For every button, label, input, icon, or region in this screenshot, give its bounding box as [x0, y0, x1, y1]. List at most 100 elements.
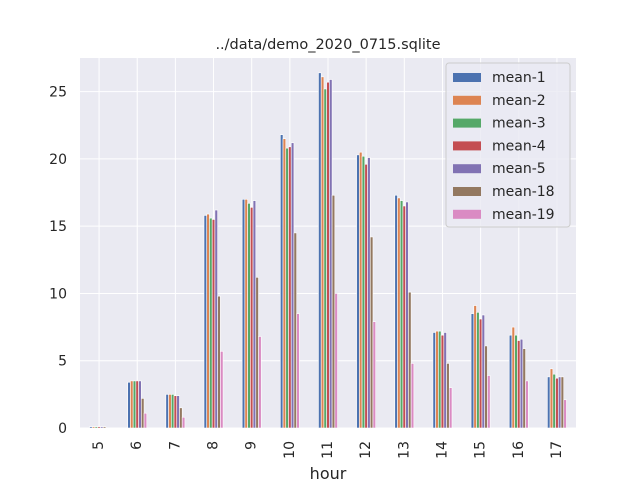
- x-tick-label: 13: [396, 441, 412, 459]
- bar-mean-18-12: [369, 236, 374, 429]
- bar-mean-5-15: [481, 314, 486, 429]
- bar-mean-4-17: [555, 377, 559, 429]
- bar-mean-1-11: [318, 72, 322, 429]
- bar-mean-18-7: [179, 407, 183, 429]
- bar-mean-19-14: [448, 387, 453, 429]
- bar-mean-19-6: [143, 412, 148, 429]
- bar-mean-3-17: [552, 373, 556, 429]
- x-tick-label: 9: [244, 441, 260, 450]
- chart-title: ../data/demo_2020_0715.sqlite: [215, 37, 440, 53]
- legend-swatch-mean-5: [453, 164, 481, 174]
- bar-mean-5-13: [405, 201, 409, 429]
- bar-mean-18-15: [484, 345, 488, 429]
- bar-mean-1-9: [241, 198, 246, 429]
- y-tick-labels: 0 5 10 15 20 25: [49, 85, 67, 437]
- bar-mean-3-15: [476, 311, 480, 429]
- bar-mean-2-13: [397, 197, 401, 429]
- x-tick-label: 15: [473, 441, 489, 459]
- bar-mean-19-8: [220, 351, 224, 429]
- y-tick-label: 5: [58, 354, 67, 370]
- bar-mean-1-16: [508, 334, 513, 429]
- bar-mean-2-5: [91, 426, 96, 429]
- legend-swatch-mean-1: [453, 73, 481, 82]
- legend-label-mean-5: mean-5: [492, 161, 546, 177]
- bar-mean-19-9: [258, 336, 262, 429]
- bar-mean-5-7: [176, 395, 180, 429]
- bar-mean-4-14: [440, 334, 445, 429]
- x-tick-label: 17: [549, 441, 565, 459]
- y-tick-label: 0: [58, 421, 67, 437]
- bar-mean-4-12: [364, 163, 368, 429]
- y-tick-label: 20: [49, 152, 67, 168]
- bar-mean-2-8: [206, 213, 210, 429]
- bar-mean-2-7: [168, 394, 172, 429]
- legend-swatch-mean-19: [453, 209, 481, 219]
- bar-mean-2-10: [282, 138, 287, 429]
- bar-mean-2-15: [473, 305, 477, 429]
- legend: mean-1 mean-2 mean-3 mean-4 mean-5 mean-18 mea…: [445, 62, 571, 228]
- x-tick-label: 12: [358, 441, 374, 459]
- bar-mean-2-16: [511, 326, 515, 429]
- bar-mean-3-16: [514, 334, 518, 429]
- bar-mean-19-11: [334, 293, 338, 429]
- bar-mean-4-13: [402, 205, 406, 429]
- bar-mean-18-17: [560, 376, 565, 429]
- bar-mean-5-14: [443, 332, 447, 429]
- bar-mean-1-14: [432, 332, 436, 429]
- bar-mean-3-10: [285, 147, 289, 429]
- bar-mean-5-5: [100, 426, 104, 429]
- bar-mean-1-8: [203, 215, 208, 429]
- x-tick-label: 11: [320, 441, 336, 459]
- bar-mean-3-7: [170, 394, 175, 429]
- bar-mean-3-9: [247, 203, 251, 429]
- bar-mean-2-9: [244, 198, 248, 429]
- bar-mean-1-7: [165, 394, 169, 429]
- bar-mean-5-12: [367, 157, 371, 429]
- bar-mean-18-11: [331, 194, 336, 429]
- bar-mean-19-16: [525, 380, 529, 429]
- x-tick-label: 8: [206, 441, 222, 450]
- legend-label-mean-2: mean-2: [492, 93, 546, 109]
- bar-mean-5-9: [252, 200, 257, 429]
- x-tick-label: 16: [511, 441, 527, 459]
- bar-mean-2-12: [359, 151, 363, 429]
- x-tick-label: 7: [167, 441, 183, 450]
- legend-swatch-mean-2: [453, 95, 481, 105]
- legend-label-mean-18: mean-18: [492, 184, 555, 200]
- bar-mean-18-13: [408, 291, 412, 429]
- bar-mean-19-17: [563, 399, 567, 429]
- bar-mean-18-14: [446, 363, 450, 429]
- bar-mean-3-11: [323, 88, 327, 429]
- bar-mean-3-12: [361, 155, 366, 429]
- bar-mean-3-13: [399, 200, 404, 429]
- bar-mean-18-8: [217, 295, 221, 429]
- bar-mean-2-17: [549, 368, 554, 429]
- bar-mean-3-8: [209, 217, 213, 429]
- bar-mean-18-16: [522, 348, 526, 429]
- x-tick-labels: 5 6 7 8 9 10 11 12 13 14 15 16 17: [91, 441, 565, 459]
- legend-label-mean-19: mean-19: [492, 207, 555, 223]
- bar-mean-19-10: [296, 313, 300, 429]
- bar-mean-2-11: [320, 76, 325, 429]
- y-tick-label: 15: [49, 219, 67, 235]
- bar-mean-1-17: [547, 376, 551, 429]
- bar-mean-5-8: [214, 209, 218, 429]
- bar-mean-5-11: [329, 79, 333, 429]
- legend-label-mean-3: mean-3: [492, 116, 546, 132]
- bar-mean-4-6: [135, 380, 139, 429]
- bar-mean-5-10: [290, 142, 295, 429]
- bar-mean-5-17: [557, 376, 562, 429]
- bar-mean-5-6: [138, 380, 142, 429]
- bar-mean-4-9: [250, 207, 254, 429]
- y-tick-label: 10: [49, 286, 67, 302]
- bar-mean-3-6: [132, 380, 137, 429]
- x-tick-label: 6: [129, 441, 145, 450]
- bar-mean-1-6: [127, 381, 131, 429]
- bar-mean-1-12: [356, 154, 360, 429]
- bars: [89, 72, 567, 429]
- x-tick-label: 10: [282, 441, 298, 459]
- bar-mean-4-10: [288, 146, 292, 429]
- legend-swatch-mean-3: [453, 118, 481, 128]
- bar-mean-18-5: [102, 426, 107, 429]
